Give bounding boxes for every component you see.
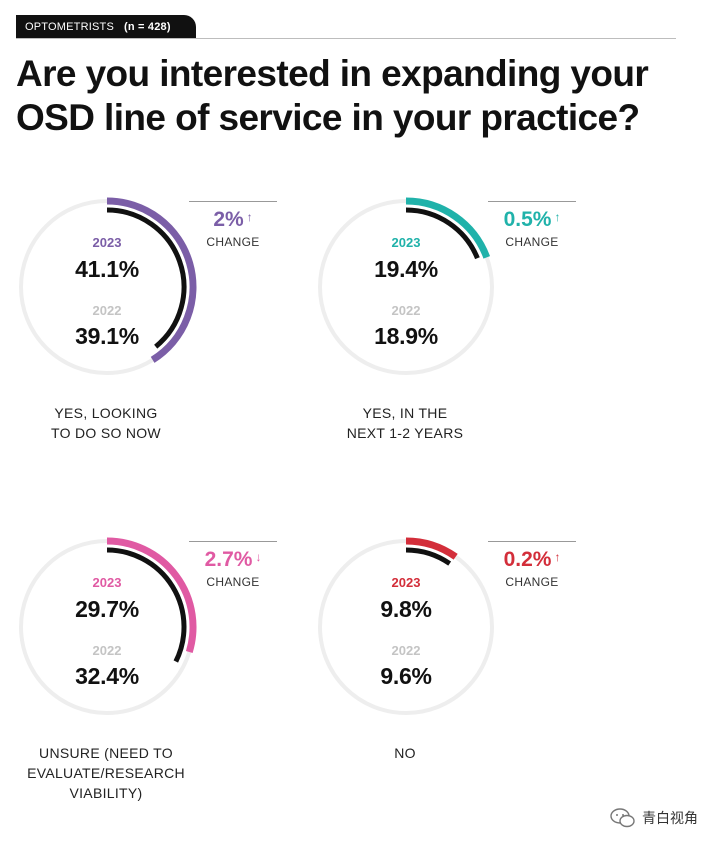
category-label: NO bbox=[394, 745, 416, 761]
value-2022: 9.6% bbox=[380, 663, 432, 689]
year-2023-label: 2023 bbox=[92, 575, 122, 590]
header-rule bbox=[16, 38, 676, 39]
watermark-text: 青白视角 bbox=[642, 810, 698, 826]
change-text: 2.7% bbox=[204, 548, 253, 571]
change-text: 0.5% bbox=[503, 208, 552, 231]
page-title: Are you interested in expanding your OSD… bbox=[16, 53, 649, 138]
sample-tag: OPTOMETRISTS (n = 428) bbox=[16, 15, 196, 39]
change-label: CHANGE bbox=[505, 575, 559, 589]
arrow-down-icon: ↓ bbox=[255, 550, 262, 564]
year-2022-label: 2022 bbox=[92, 643, 122, 658]
sample-group: OPTOMETRISTS bbox=[25, 21, 114, 33]
value-2022: 39.1% bbox=[75, 323, 139, 349]
arc-2023 bbox=[405, 197, 491, 259]
sample-size: (n = 428) bbox=[123, 21, 171, 33]
value-2023: 41.1% bbox=[75, 256, 139, 282]
value-2022: 32.4% bbox=[75, 663, 139, 689]
wechat-icon bbox=[610, 808, 635, 828]
category-label: UNSURE (NEED TO EVALUATE/RESEARCH VIABILIT… bbox=[27, 745, 185, 801]
watermark: 青白视角 bbox=[610, 808, 698, 828]
year-2022-label: 2022 bbox=[391, 643, 421, 658]
arrow-up-icon: ↑ bbox=[246, 210, 253, 224]
value-2022: 18.9% bbox=[374, 323, 438, 349]
arc-2023 bbox=[106, 537, 197, 654]
arc-2022 bbox=[405, 207, 480, 260]
panel-looking-now: 2023 41.1% 2022 39.1% 2% ↑ CHANGE YES, LOOKING T… bbox=[14, 195, 344, 475]
panel-next-1-2-years: 2023 19.4% 2022 18.9% 0.5% ↑ CHANGE YES, IN THE… bbox=[313, 195, 643, 475]
ring-unsure bbox=[19, 537, 197, 715]
ring-looking-now bbox=[19, 197, 197, 375]
change-label: CHANGE bbox=[206, 235, 260, 249]
change-label: CHANGE bbox=[505, 235, 559, 249]
value-2023: 9.8% bbox=[380, 596, 432, 622]
value-2023: 19.4% bbox=[374, 256, 438, 282]
arc-2022 bbox=[106, 207, 187, 349]
change-value: 2.7% ↓ bbox=[189, 548, 277, 572]
change-text: 2% bbox=[213, 208, 244, 231]
change-rule bbox=[488, 541, 576, 542]
change-text: 0.2% bbox=[503, 548, 552, 571]
year-2023-label: 2023 bbox=[92, 235, 122, 250]
year-2023-label: 2023 bbox=[391, 575, 421, 590]
ring-no bbox=[318, 537, 494, 715]
category-label: YES, LOOKING TO DO SO NOW bbox=[51, 405, 161, 441]
change-rule bbox=[189, 201, 277, 202]
panel-unsure: 2023 29.7% 2022 32.4% 2.7% ↓ CHANGE UNSURE (NEE… bbox=[14, 535, 344, 815]
year-2022-label: 2022 bbox=[391, 303, 421, 318]
arrow-up-icon: ↑ bbox=[554, 550, 561, 564]
change-value: 0.5% ↑ bbox=[488, 208, 576, 232]
category-label: YES, IN THE NEXT 1-2 YEARS bbox=[346, 405, 464, 441]
year-2023-label: 2023 bbox=[391, 235, 421, 250]
arrow-up-icon: ↑ bbox=[554, 210, 561, 224]
change-value: 0.2% ↑ bbox=[488, 548, 576, 572]
change-rule bbox=[488, 201, 576, 202]
arc-2022 bbox=[405, 547, 452, 566]
arc-2023 bbox=[405, 537, 458, 560]
change-value: 2% ↑ bbox=[189, 208, 277, 232]
change-label: CHANGE bbox=[206, 575, 260, 589]
panel-no: 2023 9.8% 2022 9.6% 0.2% ↑ CHANGE NO bbox=[313, 535, 643, 815]
value-2023: 29.7% bbox=[75, 596, 139, 622]
ring-next-1-2-years bbox=[318, 197, 494, 375]
arc-2023 bbox=[106, 197, 197, 363]
change-rule bbox=[189, 541, 277, 542]
arc-2022 bbox=[106, 547, 187, 663]
year-2022-label: 2022 bbox=[92, 303, 122, 318]
